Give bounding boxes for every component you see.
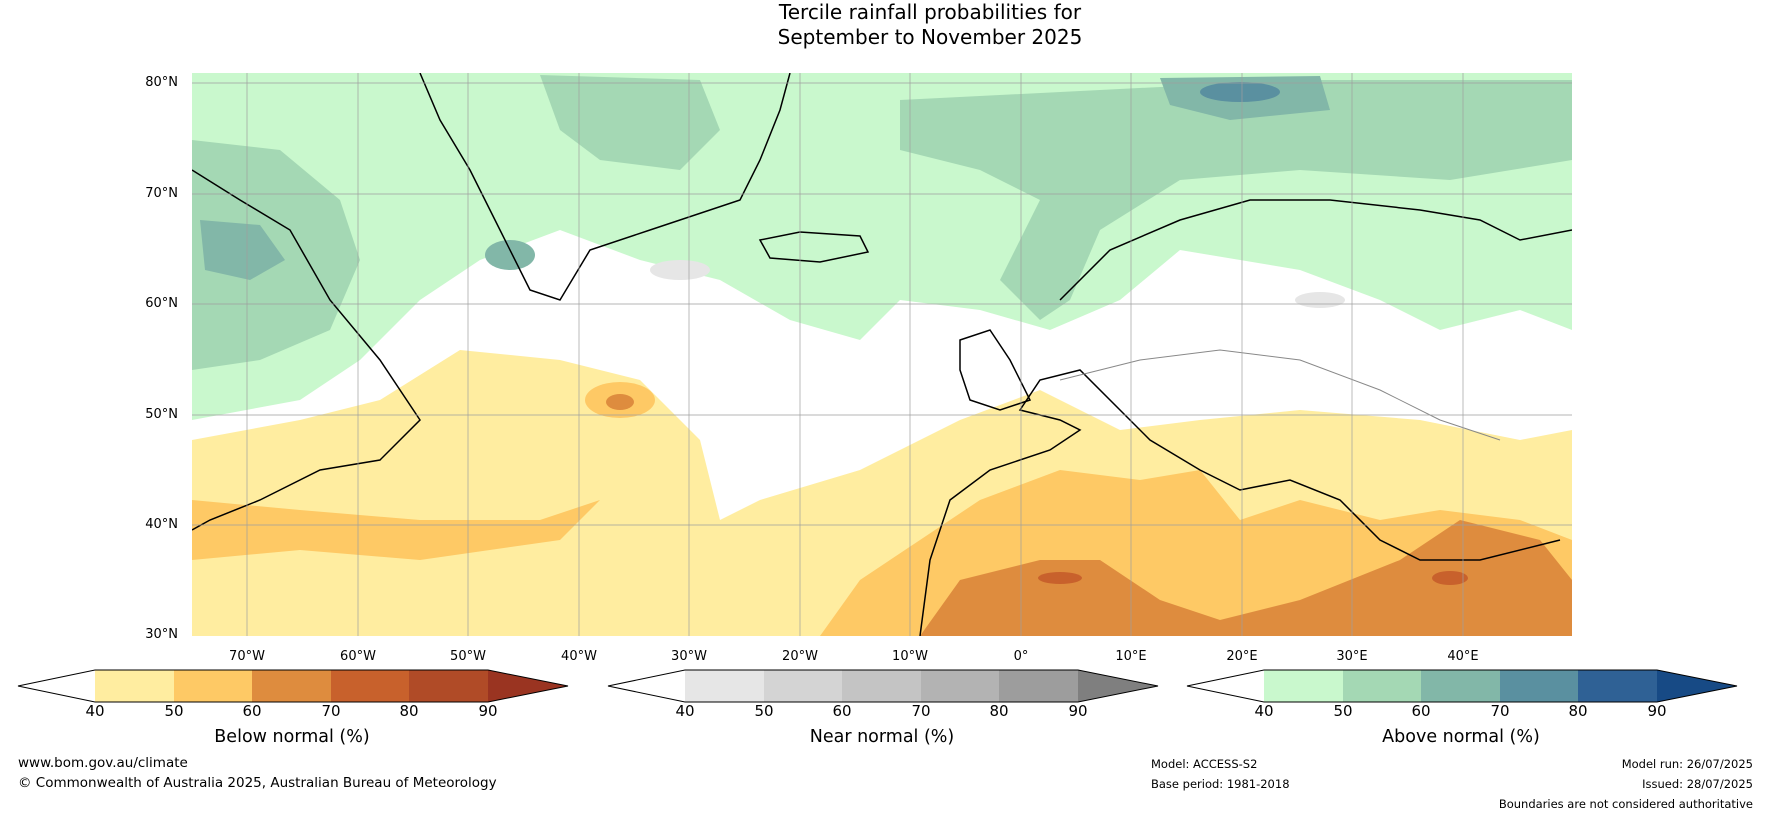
boundaries-disclaimer: Boundaries are not considered authoritat…: [1498, 797, 1753, 811]
lon-label-50w: 50°W: [450, 649, 486, 664]
below-normal-80-spot: [1038, 572, 1082, 584]
colorbar-near-normal-max-arrow: [1078, 670, 1158, 702]
lon-label-20w: 20°W: [782, 649, 818, 664]
above-tick-60: 60: [1411, 702, 1431, 720]
lat-label-30n: 30°N: [145, 627, 178, 642]
title-line-1: Tercile rainfall probabilities for: [778, 0, 1082, 24]
above-tick-70: 70: [1490, 702, 1510, 720]
greenland-coastline: [419, 73, 791, 301]
colorbar-below-normal-max-arrow: [488, 670, 568, 702]
colorbar-above-normal-label: Above normal (%): [1382, 727, 1540, 747]
below-tick-60: 60: [242, 702, 262, 720]
near-tick-60: 60: [832, 702, 852, 720]
british-isles-coastline: [959, 329, 1032, 411]
colorbar-near-normal-min-arrow: [608, 670, 685, 702]
colorbar-below-normal-label: Below normal (%): [214, 727, 370, 747]
near-tick-50: 50: [754, 702, 774, 720]
colorbar-near-normal-label: Near normal (%): [809, 727, 955, 747]
colorbar-above-normal-bin-50-60: [1343, 670, 1421, 702]
below-tick-40: 40: [85, 702, 105, 720]
colorbar-above-normal-bin-40-50: [1264, 670, 1343, 702]
above-normal-80-spot: [1200, 82, 1280, 102]
lon-label-10w: 10°W: [892, 649, 928, 664]
colorbar-below-normal-bin-80-90: [409, 670, 488, 702]
colorbar-below-normal-bin-40-50: [95, 670, 174, 702]
colorbar-above-normal-bin-70-80: [1500, 670, 1578, 702]
lat-label-50n: 50°N: [145, 407, 178, 422]
below-normal-60-band-atlantic: [192, 500, 600, 560]
near-tick-90: 90: [1068, 702, 1088, 720]
copyright-text: © Commonwealth of Australia 2025, Austra…: [18, 775, 497, 791]
lon-label-0: 0°: [1013, 649, 1029, 664]
mediterranean-coastline: [919, 369, 1561, 636]
colorbar-near-normal-bin-70-80: [921, 670, 999, 702]
website-link[interactable]: www.bom.gov.au/climate: [18, 755, 188, 771]
lat-label-40n: 40°N: [145, 517, 178, 532]
model-run-date: Model run: 26/07/2025: [1621, 757, 1753, 771]
lon-label-10e: 10°E: [1115, 649, 1147, 664]
near-tick-80: 80: [989, 702, 1009, 720]
above-normal-70-region-labrador: [200, 220, 285, 280]
above-tick-80: 80: [1568, 702, 1588, 720]
scandinavia-coastline: [1059, 199, 1572, 301]
lon-label-40e: 40°E: [1447, 649, 1479, 664]
colorbar-above-normal: [1186, 669, 1738, 703]
below-tick-50: 50: [164, 702, 184, 720]
near-normal-patch: [650, 260, 710, 280]
below-tick-80: 80: [399, 702, 419, 720]
graticule: [192, 73, 1572, 636]
issued-date: Issued: 28/07/2025: [1642, 777, 1753, 791]
colorbar-below-normal-bin-60-70: [252, 670, 331, 702]
above-tick-40: 40: [1254, 702, 1274, 720]
near-tick-70: 70: [911, 702, 931, 720]
colorbar-below-normal-min-arrow: [18, 670, 95, 702]
colorbar-above-normal-bin-80-90: [1578, 670, 1657, 702]
map-field: [192, 73, 1572, 636]
colorbar-near-normal-bin-60-70: [842, 670, 921, 702]
colorbar-above-normal-min-arrow: [1187, 670, 1264, 702]
colorbar-near-normal-bin-50-60: [764, 670, 842, 702]
lon-label-70w: 70°W: [229, 649, 265, 664]
map-title: Tercile rainfall probabilities for Septe…: [0, 0, 1770, 50]
above-normal-60-region-north-atlantic: [540, 75, 720, 170]
below-tick-90: 90: [478, 702, 498, 720]
title-line-2: September to November 2025: [777, 25, 1083, 49]
model-name: Model: ACCESS-S2: [1151, 757, 1258, 771]
lon-label-40w: 40°W: [561, 649, 597, 664]
colorbar-below-normal-bin-70-80: [331, 670, 409, 702]
above-tick-90: 90: [1647, 702, 1667, 720]
colorbar-near-normal-bin-40-50: [685, 670, 764, 702]
lat-label-70n: 70°N: [145, 186, 178, 201]
colorbar-above-normal-max-arrow: [1657, 670, 1737, 702]
colorbar-below-normal-bin-50-60: [174, 670, 252, 702]
lon-label-60w: 60°W: [340, 649, 376, 664]
near-tick-40: 40: [675, 702, 695, 720]
above-normal-60-region-arctic: [900, 80, 1572, 320]
country-borders: [1059, 349, 1501, 441]
colorbar-near-normal: [607, 669, 1159, 703]
below-normal-70-region: [920, 520, 1572, 636]
lon-label-30e: 30°E: [1336, 649, 1368, 664]
lon-label-30w: 30°W: [671, 649, 707, 664]
base-period: Base period: 1981-2018: [1151, 777, 1290, 791]
colorbar-near-normal-bin-80-90: [999, 670, 1078, 702]
above-tick-50: 50: [1333, 702, 1353, 720]
lon-label-20e: 20°E: [1226, 649, 1258, 664]
colorbar-below-normal: [17, 669, 569, 703]
lat-label-60n: 60°N: [145, 296, 178, 311]
colorbar-above-normal-bin-60-70: [1421, 670, 1500, 702]
below-tick-70: 70: [321, 702, 341, 720]
lat-label-80n: 80°N: [145, 75, 178, 90]
north-america-coastline: [192, 169, 421, 531]
